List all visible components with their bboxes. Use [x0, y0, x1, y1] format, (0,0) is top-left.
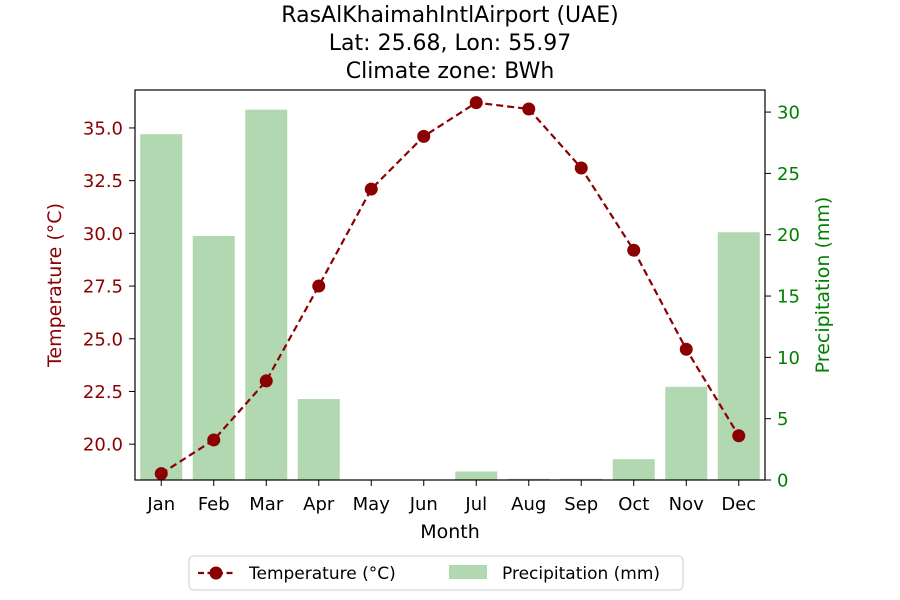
legend-temperature-marker — [209, 566, 223, 580]
temperature-point-jan — [154, 467, 168, 481]
chart-title-line-3: Climate zone: BWh — [346, 59, 555, 84]
temperature-point-aug — [522, 102, 536, 116]
y-left-tick-label: 32.5 — [83, 171, 123, 192]
temperature-point-nov — [679, 342, 693, 356]
temperature-point-dec — [732, 429, 746, 443]
y-left-tick-label: 20.0 — [83, 435, 123, 456]
chart-title-line-1: RasAlKhaimahIntlAirport (UAE) — [281, 3, 618, 28]
x-tick-label-sep: Sep — [564, 494, 598, 515]
y-axis-left-label: Temperature (°C) — [44, 203, 66, 368]
precipitation-bar-oct — [612, 459, 655, 480]
x-axis-label: Month — [420, 521, 480, 543]
x-tick-label-feb: Feb — [198, 494, 230, 515]
legend-temperature-label: Temperature (°C) — [248, 564, 396, 584]
precipitation-bar-mar — [245, 109, 288, 480]
y-axis-right: 0 5 10 15 20 25 30 — [765, 103, 800, 492]
x-tick-label-oct: Oct — [618, 494, 649, 515]
legend-precipitation-swatch — [449, 565, 487, 579]
x-tick-label-dec: Dec — [721, 494, 756, 515]
legend-box — [188, 555, 684, 591]
x-tick-label-apr: Apr — [303, 494, 335, 515]
temperature-point-apr — [312, 279, 326, 293]
precipitation-bar-sep — [560, 478, 603, 480]
y-right-tick-label: 15 — [777, 287, 800, 308]
precipitation-bar-jan — [140, 134, 183, 480]
x-tick-label-jan: Jan — [146, 494, 175, 515]
y-left-tick-label: 27.5 — [83, 277, 123, 298]
precipitation-bar-aug — [507, 478, 550, 480]
precipitation-bar-nov — [665, 386, 708, 480]
y-right-tick-label: 25 — [777, 164, 800, 185]
y-left-tick-label: 22.5 — [83, 382, 123, 403]
y-left-tick-label: 25.0 — [83, 329, 123, 350]
y-right-tick-label: 30 — [777, 103, 800, 124]
legend: Temperature (°C) Precipitation (mm) — [188, 555, 684, 591]
x-tick-label-mar: Mar — [249, 494, 284, 515]
y-right-tick-label: 10 — [777, 348, 800, 369]
y-axis-right-label: Precipitation (mm) — [812, 197, 834, 374]
temperature-point-oct — [627, 243, 641, 257]
precipitation-bar-dec — [717, 232, 760, 480]
chart-title: RasAlKhaimahIntlAirport (UAE) Lat: 25.68… — [281, 3, 618, 84]
x-tick-label-jul: Jul — [464, 494, 487, 515]
x-tick-label-may: May — [353, 494, 391, 515]
x-tick-label-nov: Nov — [669, 494, 704, 515]
precipitation-bars — [140, 109, 760, 480]
precipitation-bar-apr — [297, 399, 340, 480]
temperature-line — [154, 96, 746, 481]
temperature-point-jul — [469, 96, 483, 110]
temperature-point-may — [364, 182, 378, 196]
precipitation-bar-jul — [455, 471, 498, 480]
y-right-tick-label: 20 — [777, 225, 800, 246]
chart-title-line-2: Lat: 25.68, Lon: 55.97 — [329, 31, 571, 56]
y-left-tick-label: 30.0 — [83, 224, 123, 245]
temperature-point-feb — [207, 433, 221, 447]
temperature-point-sep — [574, 161, 588, 175]
y-axis-left: 20.0 22.5 25.0 27.5 30.0 32.5 35.0 — [83, 118, 135, 456]
temperature-series-line — [160, 101, 740, 475]
x-tick-label-aug: Aug — [511, 494, 546, 515]
legend-precipitation-label: Precipitation (mm) — [502, 564, 660, 584]
x-axis: Jan Feb Mar Apr May Jun Jul Aug Sep Oct Nov Dec — [146, 480, 756, 515]
y-right-tick-label: 0 — [777, 471, 788, 492]
x-tick-label-jun: Jun — [409, 494, 438, 515]
plot-area-frame — [134, 89, 766, 481]
temperature-point-mar — [259, 374, 273, 388]
temperature-point-jun — [417, 129, 431, 143]
y-right-tick-label: 5 — [777, 409, 788, 430]
y-left-tick-label: 35.0 — [83, 118, 123, 139]
